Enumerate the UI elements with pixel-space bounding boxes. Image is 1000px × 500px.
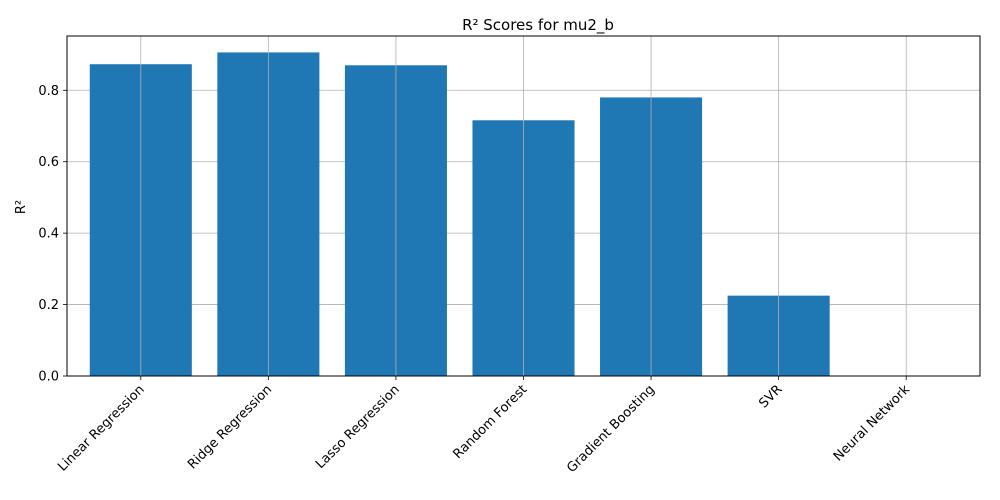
y-tick-label: 0.0 <box>38 370 59 385</box>
y-tick-label: 0.4 <box>38 227 59 242</box>
x-tick-label: Random Forest <box>451 382 531 462</box>
x-tick-label: Ridge Regression <box>185 382 275 472</box>
y-axis-ticks: 0.0 0.2 0.4 0.6 0.8 <box>38 84 67 385</box>
y-axis-label: R² <box>14 200 29 214</box>
y-tick-label: 0.2 <box>38 298 59 313</box>
x-tick-label: Linear Regression <box>55 382 147 474</box>
chart-title: R² Scores for mu2_b <box>462 16 614 35</box>
x-tick-label: Neural Network <box>831 382 914 465</box>
x-tick-label: Lasso Regression <box>313 382 403 472</box>
y-tick-label: 0.6 <box>38 155 59 170</box>
bars <box>89 52 830 377</box>
vertical-grid-lines <box>140 36 907 376</box>
y-tick-label: 0.8 <box>38 84 59 99</box>
x-axis-ticks: Linear Regression Ridge Regression Lasso R… <box>55 376 913 476</box>
x-tick-label: SVR <box>756 382 785 411</box>
x-tick-label: Gradient Boosting <box>564 382 658 476</box>
